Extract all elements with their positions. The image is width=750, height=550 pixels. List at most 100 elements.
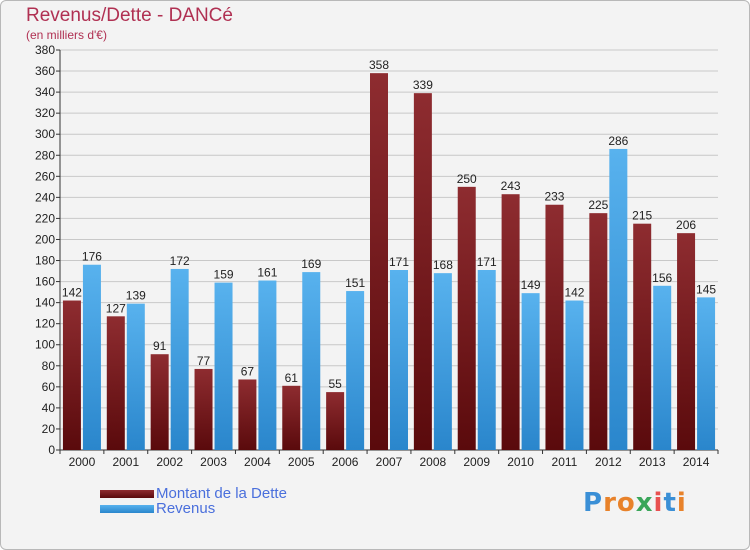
bar-revenus <box>697 297 716 450</box>
bar-dette <box>238 379 257 450</box>
data-label-dette: 243 <box>501 179 521 193</box>
bar-revenus <box>214 282 233 450</box>
legend-label-dette: Montant de la Dette <box>156 485 287 502</box>
data-label-dette: 142 <box>62 286 82 300</box>
bar-revenus <box>258 280 277 450</box>
y-tick-label: 380 <box>35 43 55 57</box>
bar-dette <box>326 392 345 450</box>
y-tick-label: 200 <box>35 232 55 246</box>
logo-letter: r <box>603 488 617 518</box>
data-label-revenus: 149 <box>521 278 541 292</box>
y-tick-label: 220 <box>35 211 55 225</box>
logo-letter: P <box>583 488 604 518</box>
y-tick-label: 120 <box>35 317 55 331</box>
data-label-dette: 233 <box>544 190 564 204</box>
data-label-dette: 339 <box>413 78 433 92</box>
logo-letter: x <box>635 488 654 518</box>
x-tick-label: 2007 <box>376 455 403 469</box>
bar-dette <box>677 233 696 450</box>
bar-dette <box>457 186 476 450</box>
legend-item-dette: Montant de la Dette <box>100 485 287 502</box>
bar-dette <box>589 213 608 450</box>
data-label-revenus: 142 <box>564 286 584 300</box>
logo-letter: i <box>653 488 664 518</box>
chart-title: Revenus/Dette - DANCé <box>26 5 233 26</box>
bar-dette <box>545 204 564 450</box>
bar-revenus <box>346 291 365 450</box>
y-tick-label: 40 <box>42 401 56 415</box>
x-tick-label: 2005 <box>288 455 315 469</box>
logo-letter: o <box>616 488 636 518</box>
bar-dette <box>194 368 213 450</box>
legend: Montant de la Dette Revenus <box>100 485 287 517</box>
y-tick-label: 140 <box>35 296 55 310</box>
data-label-dette: 225 <box>588 198 608 212</box>
x-tick-label: 2006 <box>332 455 359 469</box>
data-label-dette: 215 <box>632 209 652 223</box>
y-tick-label: 280 <box>35 148 55 162</box>
proxiti-logo: Proxiti <box>583 488 687 518</box>
bar-revenus <box>565 300 584 450</box>
bar-revenus <box>390 270 408 450</box>
data-label-revenus: 161 <box>257 266 277 280</box>
bar-revenus <box>609 148 628 450</box>
bar-dette <box>62 300 81 450</box>
data-label-revenus: 168 <box>433 258 453 272</box>
data-label-dette: 67 <box>241 364 255 378</box>
y-tick-label: 0 <box>48 443 55 457</box>
y-tick-label: 300 <box>35 127 55 141</box>
x-tick-label: 2000 <box>69 455 96 469</box>
data-label-revenus: 171 <box>389 255 409 269</box>
data-label-revenus: 286 <box>608 134 628 148</box>
data-label-dette: 206 <box>676 218 696 232</box>
data-label-revenus: 151 <box>345 276 365 290</box>
y-tick-label: 360 <box>35 64 55 78</box>
y-tick-label: 240 <box>35 190 55 204</box>
data-label-revenus: 159 <box>214 268 234 282</box>
x-tick-label: 2009 <box>463 455 490 469</box>
x-tick-label: 2001 <box>112 455 139 469</box>
bar-revenus <box>82 264 101 450</box>
legend-swatch-revenus <box>100 504 154 513</box>
data-label-dette: 77 <box>197 354 211 368</box>
bar-dette <box>633 223 652 450</box>
logo-letter: t <box>663 488 677 518</box>
data-label-revenus: 171 <box>477 255 497 269</box>
y-tick-label: 340 <box>35 85 55 99</box>
x-tick-label: 2010 <box>507 455 534 469</box>
x-tick-label: 2011 <box>552 455 578 469</box>
bar-dette <box>282 385 301 450</box>
bar-dette <box>501 194 520 450</box>
bar-revenus <box>126 303 145 450</box>
bar-dette <box>106 316 125 450</box>
legend-item-revenus: Revenus <box>100 500 287 517</box>
bar-revenus <box>653 285 672 450</box>
x-tick-label: 2008 <box>420 455 447 469</box>
x-tick-label: 2012 <box>595 455 622 469</box>
bar-dette <box>150 354 169 450</box>
data-label-dette: 55 <box>328 377 342 391</box>
x-tick-label: 2003 <box>200 455 227 469</box>
x-tick-label: 2004 <box>244 455 271 469</box>
data-label-revenus: 169 <box>301 257 321 271</box>
y-tick-label: 320 <box>35 106 55 120</box>
data-label-revenus: 145 <box>696 282 716 296</box>
y-tick-label: 160 <box>35 275 55 289</box>
chart-subtitle: (en milliers d'€) <box>26 28 107 42</box>
bar-revenus <box>433 273 452 450</box>
bar-revenus <box>521 293 540 450</box>
data-label-revenus: 139 <box>126 289 146 303</box>
bar-revenus <box>170 268 189 450</box>
data-label-dette: 127 <box>106 301 126 315</box>
data-label-dette: 358 <box>369 58 389 72</box>
logo-letter: i <box>676 488 687 518</box>
legend-swatch-dette <box>100 489 154 498</box>
data-label-dette: 91 <box>153 339 167 353</box>
bar-revenus <box>302 272 321 450</box>
x-tick-label: 2013 <box>639 455 666 469</box>
x-tick-label: 2014 <box>683 455 710 469</box>
y-tick-label: 80 <box>42 359 56 373</box>
plot-area <box>60 50 718 450</box>
data-label-revenus: 176 <box>82 250 102 264</box>
